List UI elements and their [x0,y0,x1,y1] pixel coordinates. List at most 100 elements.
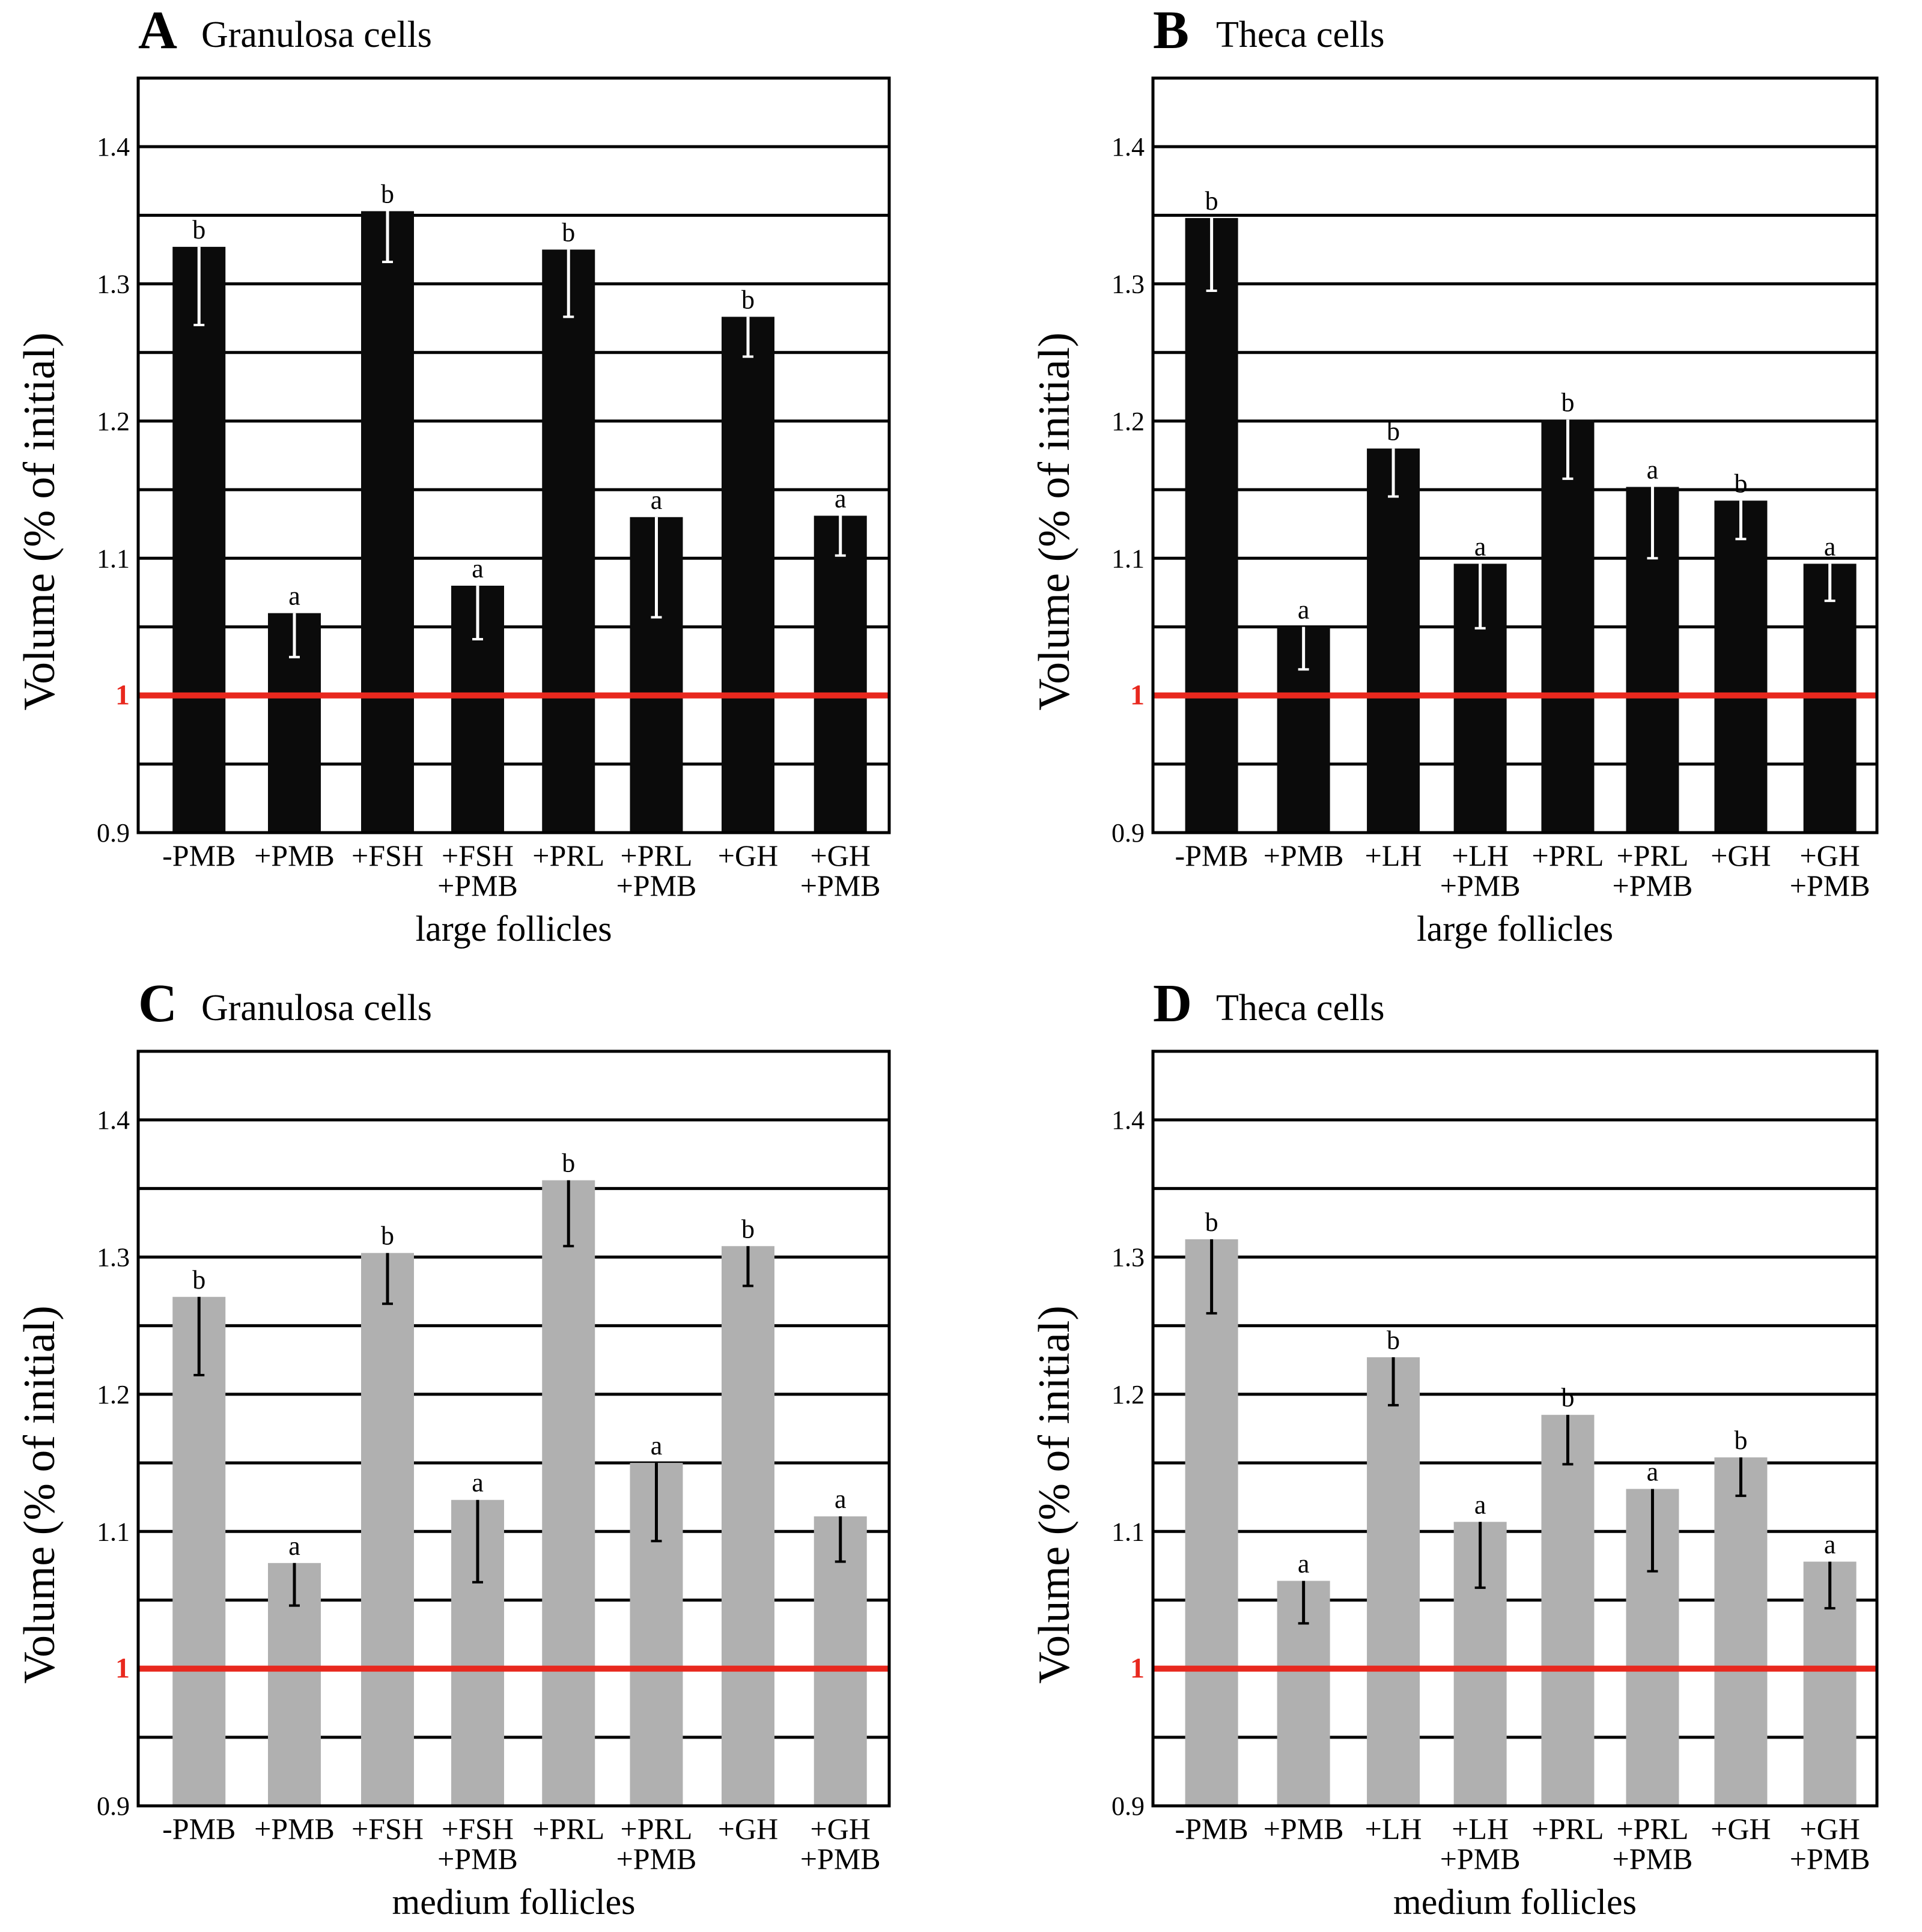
bar [361,1253,414,1806]
significance-label: b [1205,1208,1218,1237]
panel-letter: D [1153,974,1192,1033]
bar [172,246,226,833]
category-label: +PMB [800,1842,881,1876]
significance-label: b [562,1149,575,1178]
y-axis-label: Volume (% of initial) [15,332,64,711]
panel-title: Granulosa cells [201,988,432,1028]
y-tick-label: 1.1 [97,1517,130,1546]
bar [814,515,867,833]
bar [542,249,595,833]
category-label: +FSH [351,1812,424,1845]
category-label: +GH [1711,1812,1771,1845]
category-label: +GH [1711,839,1771,872]
significance-label: a [1647,1457,1659,1486]
category-label: +PMB [1613,869,1693,902]
category-label: +PRL [621,1812,693,1845]
significance-label: a [835,484,847,513]
significance-label: a [651,485,663,515]
category-label: +PMB [437,1842,518,1876]
panel-a: A Granulosa cells b a b a b a b a 0.9 1 1.1 1.2 1.3 1.4… [15,1,891,949]
y-tick-label: 1.1 [1112,1517,1145,1546]
significance-label: a [1474,1490,1486,1519]
x-axis-label: medium follicles [392,1882,636,1922]
y-tick-label: 1.2 [1112,407,1145,436]
y-tick-label: 1.2 [97,407,130,436]
category-label: +PRL [532,1812,604,1845]
significance-label: a [835,1484,847,1514]
x-axis-label: large follicles [1417,909,1613,949]
significance-label: a [1824,532,1836,561]
y-tick-label: 1.1 [97,544,130,573]
category-label: +PRL [1616,839,1688,872]
category-label: +LH [1365,1812,1422,1845]
significance-label: a [288,582,300,611]
bar [814,1516,867,1806]
significance-label: b [741,1214,755,1244]
y-tick-label: 1.4 [1112,132,1145,162]
panel-c: C Granulosa cells b a b a b a b a 0.9 1 1.1 1.2 1.3 1.4… [15,974,891,1922]
category-label: +GH [718,839,778,872]
y-tick-label: 1.4 [97,1105,130,1135]
y-tick-label: 1.4 [1112,1105,1145,1135]
category-label: +PMB [437,869,518,902]
y-tick-label: 0.9 [97,1791,130,1821]
bar [1185,1239,1238,1806]
plot-frame [1151,1050,1879,1808]
category-label: +GH [810,1812,871,1845]
x-axis-label: large follicles [415,909,612,949]
significance-label: b [1734,469,1747,498]
category-label: +PMB [1440,869,1521,902]
category-label: +FSH [442,839,514,872]
y-axis-label: Volume (% of initial) [1030,1305,1079,1684]
significance-label: a [472,1468,484,1498]
category-label: -PMB [162,1812,236,1845]
panel-title: Theca cells [1216,14,1385,55]
y-tick-label: 1 [1130,1653,1145,1684]
significance-label: b [381,1221,394,1251]
bar [722,317,774,833]
significance-label: b [1561,388,1574,418]
category-label: +PMB [800,869,881,902]
category-label: +PMB [1790,1842,1870,1876]
panel-letter: A [138,1,177,60]
bar [1714,500,1768,833]
category-label: +GH [718,1812,778,1845]
bar [1367,448,1420,833]
y-tick-label: 1.3 [97,1243,130,1272]
category-label: +GH [1799,839,1860,872]
category-label: +PMB [1264,1812,1344,1845]
category-label: +PMB [1264,839,1344,872]
y-axis-label: Volume (% of initial) [15,1305,64,1684]
y-tick-label: 1 [115,679,130,711]
y-tick-label: 1 [1130,679,1145,711]
bar [1185,217,1238,833]
panel-title: Granulosa cells [201,14,432,55]
panel-d: D Theca cells b a b a b a b a 0.9 1 1.1 1.2 1.3 1.4 Volu… [1030,974,1879,1922]
y-tick-label: 0.9 [97,818,130,848]
category-label: +PRL [532,839,604,872]
bar [1714,1457,1768,1806]
significance-label: b [192,215,205,245]
y-tick-label: 1.4 [97,132,130,162]
category-label: +PMB [254,1812,335,1845]
y-tick-label: 1.2 [97,1380,130,1409]
panel-b: B Theca cells b a b a b a b a 0.9 1 1.1 1.2 1.3 1.4 Volu… [1030,1,1879,949]
significance-label: a [1474,532,1486,561]
bar [172,1296,226,1806]
y-tick-label: 1 [115,1653,130,1684]
category-label: +PMB [254,839,335,872]
significance-label: b [1387,1325,1400,1355]
y-tick-label: 1.3 [1112,1243,1145,1272]
category-label: +GH [1799,1812,1860,1845]
significance-label: b [562,217,575,247]
category-label: +GH [810,839,871,872]
significance-label: a [651,1431,663,1460]
category-label: +LH [1452,839,1509,872]
category-label: +FSH [351,839,424,872]
category-label: +PRL [1616,1812,1688,1845]
significance-label: b [381,180,394,209]
significance-label: b [1734,1426,1747,1455]
significance-label: a [1647,455,1659,485]
panel-title: Theca cells [1216,988,1385,1028]
